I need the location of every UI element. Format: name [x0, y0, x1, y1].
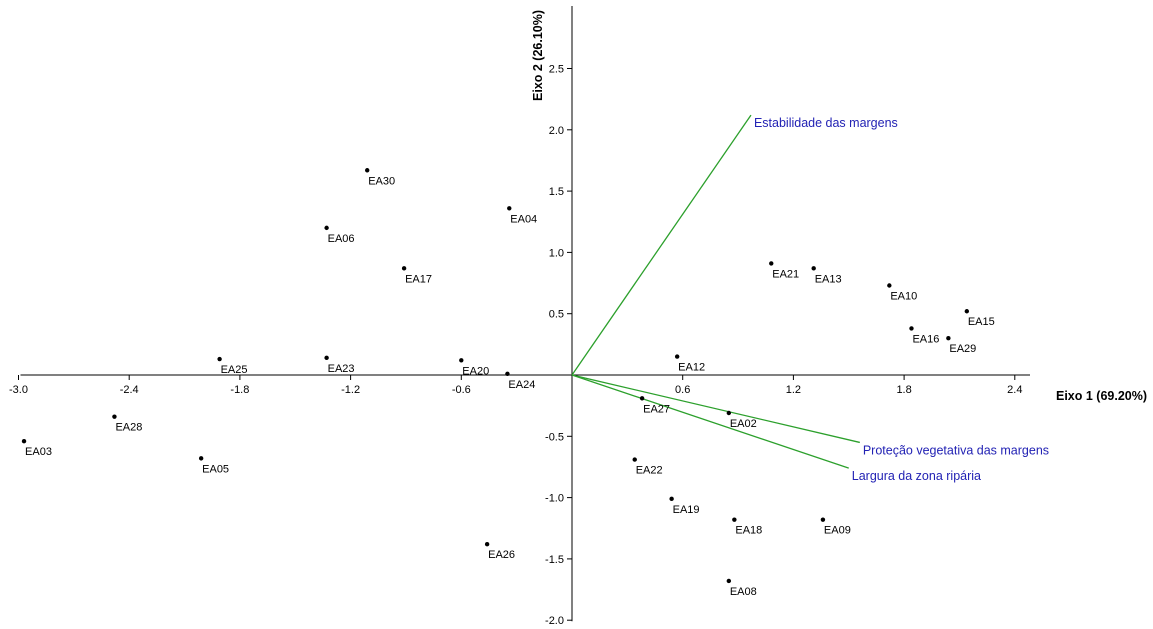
- point-label: EA30: [368, 175, 395, 187]
- data-point: [946, 336, 951, 341]
- point-label: EA20: [462, 365, 489, 377]
- data-point: [459, 358, 464, 363]
- y-tick-label: 1.5: [549, 186, 564, 198]
- point-label: EA21: [772, 268, 799, 280]
- data-point: [726, 410, 732, 416]
- point-label: EA15: [968, 316, 995, 328]
- data-point: [909, 326, 914, 331]
- x-tick-label: 0.6: [675, 384, 690, 396]
- x-tick-label: -0.6: [452, 384, 471, 396]
- data-point: [669, 496, 674, 502]
- y-axis-title: Eixo 2 (26.10%): [531, 10, 545, 101]
- data-point: [732, 517, 737, 522]
- point-label: EA25: [221, 364, 248, 376]
- point-label: EA18: [735, 525, 762, 537]
- data-point: [365, 168, 370, 173]
- data-point: [820, 517, 826, 522]
- point-label: EA24: [508, 379, 535, 391]
- y-tick-label: 2.0: [549, 125, 564, 137]
- data-point: [401, 266, 407, 271]
- x-tick-label: -1.2: [341, 384, 360, 396]
- data-point: [674, 354, 680, 359]
- data-point: [632, 457, 637, 462]
- points: EA30 EA04 EA06 EA17 EA25 EA23 EA20 EA24 EA28 EA03…: [21, 168, 995, 598]
- data-point: [964, 309, 970, 314]
- vector-line: [571, 374, 860, 444]
- y-tick-label: 2.5: [549, 64, 564, 76]
- data-point: [324, 225, 329, 231]
- data-point: [505, 371, 510, 376]
- vector-label: Estabilidade das margens: [754, 116, 898, 130]
- y-tick-label: -1.0: [545, 493, 564, 505]
- point-label: EA03: [25, 446, 52, 458]
- vector-line: [571, 114, 752, 376]
- x-tick-label: -1.8: [230, 384, 249, 396]
- point-label: EA28: [115, 422, 142, 434]
- x-tick-label: 1.8: [896, 384, 911, 396]
- point-label: EA16: [912, 333, 939, 345]
- vectors: Estabilidade das margens Proteção vegetat…: [571, 114, 1049, 483]
- point-label: EA12: [678, 362, 705, 374]
- data-point: [726, 578, 732, 584]
- x-tick-label: -3.0: [9, 384, 28, 396]
- point-label: EA09: [824, 525, 851, 537]
- y-tick-label: 0.5: [549, 309, 564, 321]
- y-tick-label: -2.0: [545, 615, 564, 627]
- vector-label: Largura da zona ripária: [852, 469, 981, 483]
- y-tick-label: -1.5: [545, 554, 564, 566]
- axes: [20, 6, 1030, 622]
- data-point: [217, 356, 222, 362]
- data-point: [507, 206, 512, 211]
- point-label: EA26: [488, 549, 515, 561]
- point-label: EA27: [643, 403, 670, 415]
- ticks: -3.0 -2.4 -1.8 -1.2 -0.6 0.6 1.2 1.8 2.4 -2.0 -1.5…: [9, 64, 1022, 628]
- vector-label: Proteção vegetativa das margens: [863, 443, 1049, 457]
- point-label: EA29: [949, 343, 976, 355]
- vector-line: [571, 374, 849, 469]
- point-label: EA04: [510, 213, 537, 225]
- x-tick-label: -2.4: [120, 384, 139, 396]
- data-point: [887, 283, 892, 288]
- y-tick-label: -0.5: [545, 431, 564, 443]
- point-label: EA08: [730, 586, 757, 598]
- x-tick-label: 2.4: [1007, 384, 1022, 396]
- data-point: [639, 396, 645, 401]
- x-axis-title: Eixo 1 (69.20%): [1056, 389, 1147, 403]
- data-point: [198, 456, 204, 461]
- data-point: [112, 414, 117, 419]
- point-label: EA05: [202, 463, 229, 475]
- point-label: EA23: [328, 363, 355, 375]
- x-tick-label: 1.2: [786, 384, 801, 396]
- point-label: EA10: [890, 291, 917, 303]
- data-point: [21, 439, 27, 444]
- data-point: [811, 266, 816, 271]
- point-label: EA13: [815, 273, 842, 285]
- data-point: [324, 355, 329, 361]
- point-label: EA06: [328, 233, 355, 245]
- point-label: EA19: [673, 504, 700, 516]
- y-tick-label: 1.0: [549, 247, 564, 259]
- point-label: EA17: [405, 273, 432, 285]
- data-point: [484, 541, 490, 547]
- point-label: EA02: [730, 418, 757, 430]
- data-point: [769, 261, 774, 266]
- point-label: EA22: [636, 465, 663, 477]
